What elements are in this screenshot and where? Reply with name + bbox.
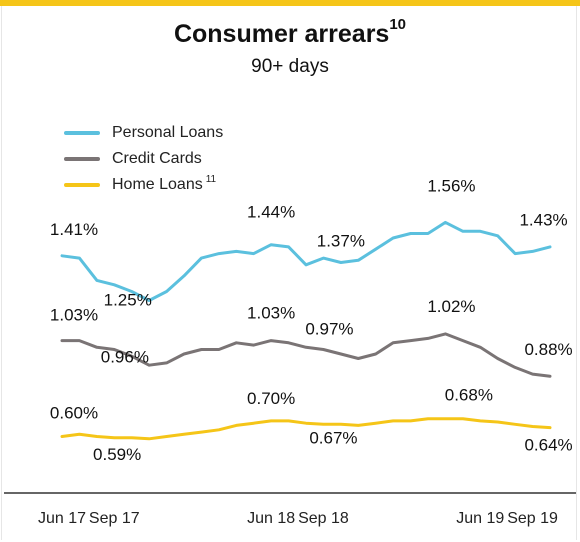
data-label: 0.67% [309, 428, 357, 447]
legend-swatch-home-loans [64, 183, 100, 187]
series-line-credit-cards [60, 332, 552, 378]
data-label: 1.03% [50, 306, 98, 325]
legend-label-credit-cards: Credit Cards [112, 150, 202, 167]
data-label: 1.43% [519, 210, 567, 229]
legend-swatch-credit-cards [64, 157, 100, 161]
title-footnote: 10 [389, 16, 407, 33]
series-line-personal-loans [60, 220, 552, 302]
data-label: 0.97% [305, 320, 353, 339]
legend-item-home-loans: Home Loans 11 [64, 172, 223, 198]
chart-subtitle: 90+ days [251, 56, 329, 77]
data-label: 1.56% [427, 176, 475, 195]
x-tick-label: Sep 17 [89, 510, 140, 527]
chart-title: Consumer arrears10 [0, 16, 580, 49]
data-label: 1.03% [247, 304, 295, 323]
legend-item-credit-cards: Credit Cards [64, 146, 223, 172]
x-tick-label: Jun 19 [456, 510, 504, 527]
x-tick-label: Sep 19 [507, 510, 558, 527]
x-tick-label: Jun 18 [247, 510, 295, 527]
data-label: 1.44% [247, 203, 295, 222]
legend-label-personal-loans: Personal Loans [112, 124, 224, 141]
data-label: 1.41% [50, 220, 98, 239]
data-label: 1.02% [427, 297, 475, 316]
data-label: 0.64% [524, 436, 572, 455]
data-label: 1.25% [104, 291, 152, 310]
chart-title-text: Consumer arrears [173, 20, 390, 48]
legend-label-home-loans: Home Loans 11 [112, 174, 217, 194]
legend-label-home-loans-text: Home Loans [112, 176, 203, 193]
data-label: 0.96% [101, 347, 149, 366]
chart-legend: Personal Loans Credit Cards Home Loans 11 [64, 120, 223, 198]
data-label: 0.60% [50, 404, 98, 423]
data-label: 1.37% [317, 232, 365, 251]
data-label: 0.88% [524, 340, 572, 359]
series-line-home-loans [60, 417, 552, 441]
legend-footnote-home-loans: 11 [205, 174, 217, 185]
chart-frame [1, 6, 577, 540]
data-label: 0.59% [93, 445, 141, 464]
legend-item-personal-loans: Personal Loans [64, 120, 223, 146]
data-label: 0.68% [445, 386, 493, 405]
data-label: 0.70% [247, 389, 295, 408]
x-tick-label: Jun 17 [38, 510, 86, 527]
x-tick-label: Sep 18 [298, 510, 349, 527]
legend-swatch-personal-loans [64, 131, 100, 135]
top-accent-bar [0, 0, 580, 6]
